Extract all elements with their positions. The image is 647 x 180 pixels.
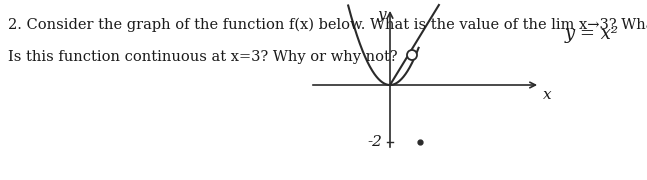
Text: y: y <box>377 8 386 22</box>
Text: Is this function continuous at x=3? Why or why not?: Is this function continuous at x=3? Why … <box>8 50 398 64</box>
Text: y = x²: y = x² <box>565 25 619 43</box>
Text: -2: -2 <box>367 135 382 149</box>
Text: 2. Consider the graph of the function f(x) below. What is the value of the lim x: 2. Consider the graph of the function f(… <box>8 18 647 32</box>
Circle shape <box>407 50 417 60</box>
Text: x: x <box>543 88 552 102</box>
